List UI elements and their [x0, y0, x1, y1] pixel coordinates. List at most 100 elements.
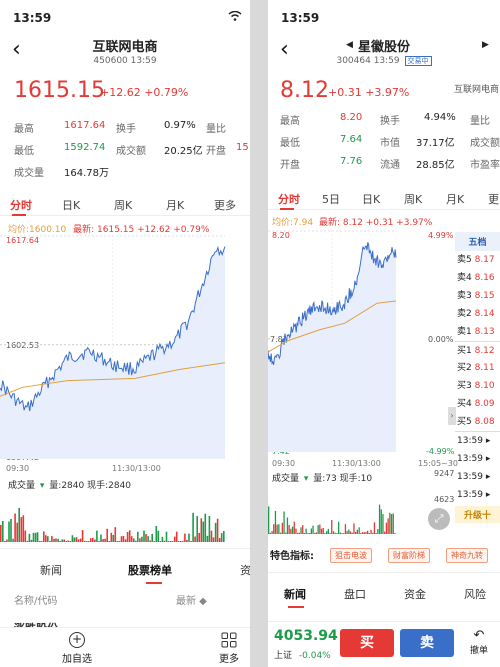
order-book-level: 卖4: [457, 273, 472, 283]
high-label: 最高: [280, 116, 300, 127]
volume-bar: [212, 537, 215, 542]
status-bar: 13:59: [268, 0, 500, 30]
latest-legend: 最新: 8.12 +0.31 +3.97%: [318, 218, 433, 228]
low-value: 1592.74: [64, 142, 106, 153]
back-arrow-icon[interactable]: ‹: [280, 37, 289, 62]
volume-bar: [194, 536, 196, 542]
add-watchlist-button[interactable]: + 加自选: [52, 632, 102, 665]
feature-tag-3[interactable]: 神奇九转: [446, 548, 488, 563]
order-book-level: 买1: [457, 346, 472, 356]
volume-bar: [126, 532, 129, 542]
order-book-price: 8.17: [471, 255, 495, 265]
volume-bar: [77, 539, 80, 542]
volume-bar: [69, 541, 72, 542]
tick-arrow-icon: ▸: [485, 472, 491, 482]
info-tabs: 新闻 股票榜单 资: [0, 552, 250, 588]
volume-bar: [305, 528, 307, 534]
volume-bar: [137, 531, 139, 542]
buy-button[interactable]: 买: [340, 629, 394, 657]
volume-bar: [269, 532, 271, 534]
volume-bar: [343, 533, 345, 534]
cancel-order-button[interactable]: ↶ 撤单: [464, 628, 494, 656]
low-label: 最低: [14, 146, 34, 157]
price-line: [0, 245, 226, 412]
tab-daily-k[interactable]: 日K: [362, 193, 381, 206]
order-book-price: 8.10: [471, 381, 495, 391]
sell-button[interactable]: 卖: [400, 629, 454, 657]
volume-bar: [394, 533, 396, 534]
volume-bar: [326, 531, 328, 534]
tab-more[interactable]: 更: [488, 193, 499, 206]
back-arrow-icon[interactable]: ‹: [12, 37, 21, 62]
fullscreen-icon[interactable]: ⤢: [428, 508, 450, 530]
tab-capital[interactable]: 资金: [404, 588, 426, 601]
volume-bar: [73, 537, 76, 542]
volume-bar: [108, 541, 110, 542]
volume-bar: [153, 541, 155, 542]
tab-order-book[interactable]: 盘口: [344, 588, 366, 601]
open-value: 7.76: [340, 156, 363, 167]
volume-bar: [28, 533, 31, 542]
page-subtitle: 300464 13:59 交易中: [268, 56, 500, 66]
collapse-orderbook-icon[interactable]: ›: [448, 407, 456, 425]
order-book-title: 五档: [455, 232, 500, 251]
tab-news[interactable]: 新闻: [40, 564, 62, 577]
volume-bar: [20, 517, 23, 542]
tab-monthly-k[interactable]: 月K: [166, 199, 185, 212]
tab-partial[interactable]: 资: [240, 564, 250, 577]
order-book-row: 买5 8.08: [455, 413, 500, 431]
volume-bar: [190, 541, 192, 542]
more-button[interactable]: 更多: [204, 632, 250, 665]
upgrade-button[interactable]: 升级十: [455, 506, 500, 523]
prev-stock-icon[interactable]: ◀: [346, 40, 353, 50]
volume-bar: [53, 538, 55, 542]
volume-bar: [380, 509, 382, 534]
volume-bar: [348, 529, 350, 534]
volume-bar: [268, 506, 270, 534]
feature-tag-1[interactable]: 狙击电波: [330, 548, 372, 563]
volume-bar: [271, 531, 273, 534]
volume-bar: [139, 538, 141, 542]
volume-bar: [92, 537, 94, 542]
volume-bar: [377, 529, 379, 534]
volume-bar: [26, 540, 29, 542]
index-row[interactable]: 上证 -0.04%: [274, 648, 331, 661]
volume-bar: [71, 535, 74, 542]
volume-bar: [104, 538, 106, 542]
volume-bar: [384, 531, 386, 534]
intraday-price-chart[interactable]: [0, 235, 250, 465]
volume-bar: [120, 536, 123, 542]
tab-5day[interactable]: 5日: [322, 193, 340, 206]
volume-bar: [349, 531, 352, 534]
volume-bar: [334, 532, 336, 534]
price-change: +0.31 +3.97%: [328, 86, 410, 99]
tab-weekly-k[interactable]: 周K: [404, 193, 423, 206]
tab-stock-ranking[interactable]: 股票榜单: [128, 564, 172, 577]
tab-weekly-k[interactable]: 周K: [114, 199, 133, 212]
tab-intraday[interactable]: 分时: [278, 193, 300, 206]
caret-icon[interactable]: ▾: [303, 474, 309, 484]
order-book-rows: 卖5 8.17 卖4 8.16 卖3 8.15 卖2 8.14 卖1 8.13 买1 8.…: [455, 251, 500, 431]
tab-news[interactable]: 新闻: [284, 588, 306, 601]
tab-more[interactable]: 更多: [214, 199, 236, 212]
volume-bar: [51, 536, 53, 542]
order-book-price: 8.16: [471, 273, 495, 283]
sector-link[interactable]: 互联网电商: [454, 85, 500, 95]
next-stock-icon[interactable]: ▶: [482, 40, 489, 50]
intraday-price-chart[interactable]: [268, 230, 454, 458]
tab-risk[interactable]: 风险: [464, 588, 486, 601]
volume-bar: [288, 525, 290, 534]
volume-bar: [202, 521, 205, 542]
volume-bar: [314, 532, 316, 534]
feature-tag-2[interactable]: 财富阶梯: [388, 548, 430, 563]
caret-icon[interactable]: ▾: [39, 481, 45, 491]
order-book-row: 卖1 8.13: [455, 323, 500, 341]
volume-bar: [155, 526, 158, 542]
price-change: +12.62 +0.79%: [100, 86, 189, 99]
volume-bar: [291, 526, 294, 534]
list-header-latest[interactable]: 最新 ◆: [176, 596, 207, 607]
volume-bar: [303, 533, 306, 534]
tab-intraday[interactable]: 分时: [10, 199, 32, 212]
tab-monthly-k[interactable]: 月K: [446, 193, 465, 206]
tab-daily-k[interactable]: 日K: [62, 199, 81, 212]
